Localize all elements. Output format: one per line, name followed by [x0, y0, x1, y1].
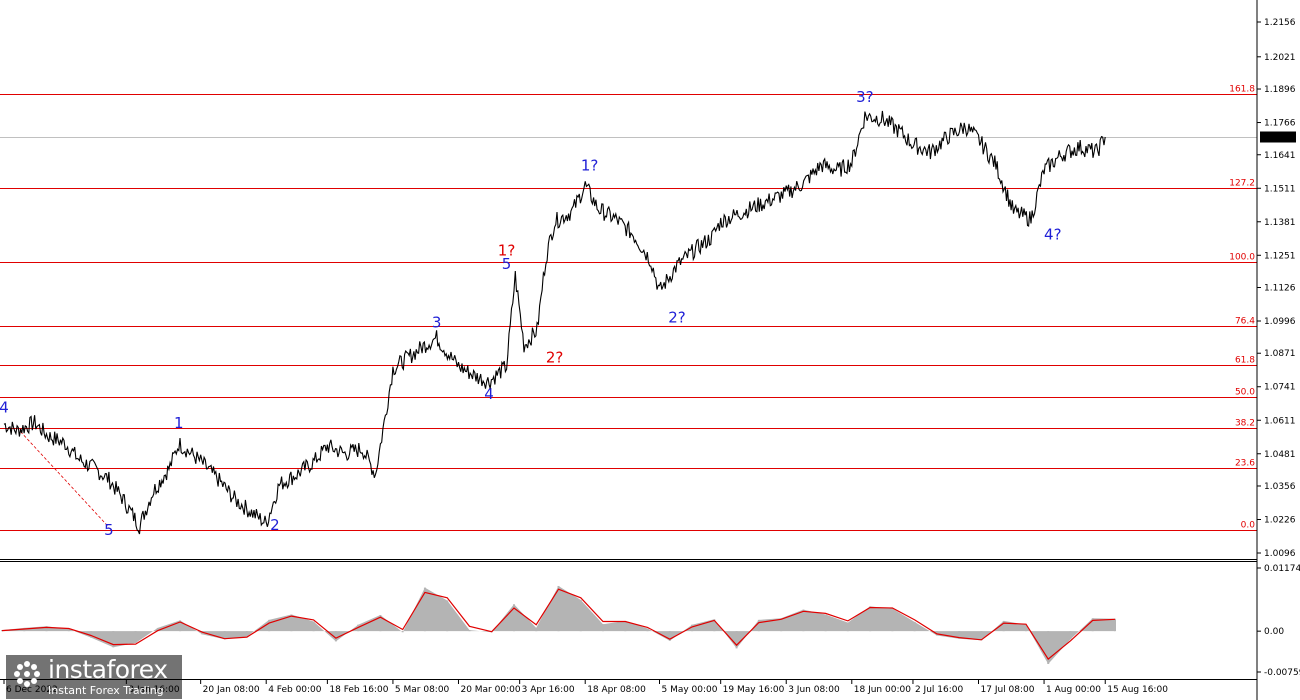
price-line [3, 110, 1106, 535]
time-tick-label: 20 Mar 00:00 [460, 685, 520, 695]
price-tick-label: 1.1511 [1264, 184, 1296, 194]
watermark: instaforex Instant Forex Trading [6, 655, 182, 699]
wave-label: 2? [668, 308, 686, 326]
wave-label: 1 [174, 414, 184, 432]
fib-level-label: 38.2 [1235, 419, 1255, 429]
oscillator-tick-label: -0.00759 [1264, 668, 1300, 678]
price-tick-label: 1.0226 [1264, 515, 1296, 525]
price-tick-label: 1.1641 [1264, 151, 1296, 161]
fibonacci-levels: 0.0 23.6 38.2 50.0 61.8 76.4 100.0 127.2 161.8 [0, 85, 1257, 531]
time-tick-label: 20 Jan 08:00 [203, 685, 260, 695]
fib-level-label: 50.0 [1235, 388, 1255, 398]
oscillator-tick-label: 0.01174 [1264, 564, 1300, 574]
wave-label: 3? [856, 88, 874, 106]
fib-level-label: 127.2 [1229, 179, 1255, 189]
current-price-label: 1.1710 [1263, 134, 1295, 144]
price-tick-label: 1.1766 [1264, 119, 1296, 129]
oscillator-signal-line [1, 588, 1116, 660]
time-tick-label: 17 Jul 08:00 [981, 685, 1035, 695]
wave-label: 5 [502, 255, 512, 273]
oscillator-tick-label: 0.00 [1264, 627, 1284, 637]
wave-label: 4? [1044, 225, 1062, 243]
time-tick-label: 18 Jun 00:00 [854, 685, 911, 695]
time-tick-label: 1 Aug 00:00 [1046, 685, 1101, 695]
price-tick-label: 1.2021 [1264, 53, 1296, 63]
wave-label: 2? [546, 348, 564, 366]
wave-label: 2 [270, 516, 280, 534]
price-tick-label: 1.0611 [1264, 416, 1296, 426]
price-tick-label: 1.1251 [1264, 251, 1296, 261]
chart-background [0, 0, 1257, 700]
wave-label: 4 [0, 398, 9, 416]
watermark-tagline: Instant Forex Trading [48, 684, 164, 697]
time-tick-label: 2 Jul 16:00 [915, 685, 964, 695]
time-tick-label: 18 Feb 16:00 [329, 685, 388, 695]
fib-level-label: 61.8 [1235, 356, 1255, 366]
fib-level-label: 23.6 [1235, 459, 1255, 469]
price-tick-label: 1.0481 [1264, 450, 1296, 460]
current-price-box [1260, 131, 1296, 143]
fib-level-label: 0.0 [1241, 521, 1256, 531]
wave-label: 4 [484, 385, 494, 403]
instaforex-logo-icon [14, 661, 40, 687]
watermark-brand: instaforex [48, 655, 168, 684]
price-tick-label: 1.1896 [1264, 85, 1296, 95]
time-tick-label: 4 Feb 00:00 [268, 685, 322, 695]
price-tick-label: 1.0871 [1264, 349, 1296, 359]
price-tick-label: 1.1126 [1264, 284, 1296, 294]
price-tick-label: 1.0096 [1264, 549, 1296, 559]
time-tick-label: 5 Mar 08:00 [395, 685, 450, 695]
fib-level-label: 161.8 [1229, 85, 1255, 95]
time-tick-label: 15 Aug 16:00 [1107, 685, 1168, 695]
fib-level-label: 100.0 [1229, 253, 1255, 263]
time-tick-label: 19 May 16:00 [723, 685, 785, 695]
price-tick-label: 1.2156 [1264, 18, 1296, 28]
time-tick-label: 3 Apr 16:00 [522, 685, 575, 695]
fib-level-label: 76.4 [1235, 317, 1255, 327]
price-tick-label: 1.0356 [1264, 482, 1296, 492]
price-tick-label: 1.0996 [1264, 317, 1296, 327]
time-tick-label: 18 Apr 08:00 [587, 685, 646, 695]
price-tick-label: 1.0741 [1264, 383, 1296, 393]
price-axis: 1.2156 1.2021 1.1896 1.1766 1.1641 1.1511 1.13… [1257, 18, 1296, 559]
wave-label: 5 [104, 521, 114, 539]
time-tick-label: 5 May 00:00 [662, 685, 718, 695]
wave-label: 1? [498, 241, 516, 259]
oscillator-panel [1, 585, 1116, 664]
oscillator-axis: 0.01174 0.00 -0.00759 [1257, 564, 1300, 678]
wave-label: 1? [581, 157, 599, 175]
price-tick-label: 1.1381 [1264, 218, 1296, 228]
trend-line-dashed [16, 427, 110, 528]
time-tick-label: 3 Jun 08:00 [788, 685, 840, 695]
wave-label: 3 [432, 313, 442, 331]
